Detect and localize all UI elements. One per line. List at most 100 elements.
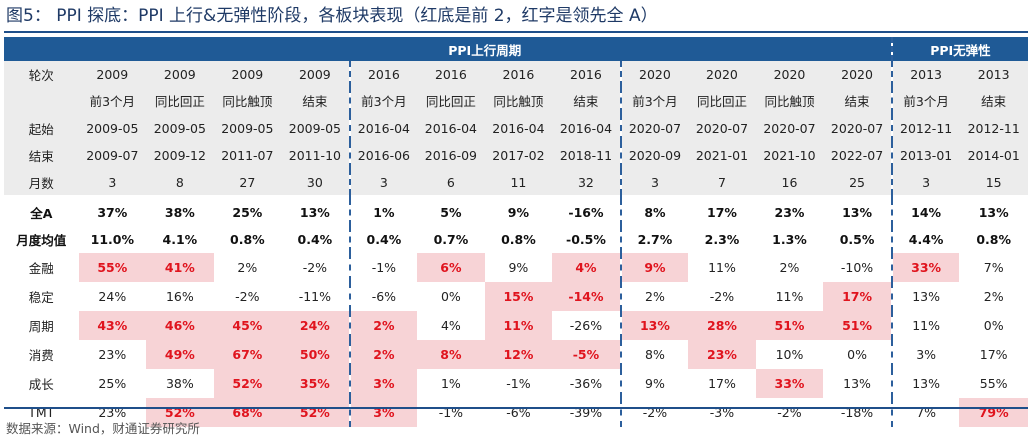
value-cell: 50%	[281, 340, 350, 369]
value-cell: 13%	[281, 199, 350, 226]
year-cell: 2009	[78, 61, 147, 87]
value-cell: 2.3%	[688, 226, 756, 253]
value-cell: 25%	[213, 199, 282, 226]
value-cell: 5%	[417, 199, 485, 226]
value-cell: 8%	[619, 340, 689, 369]
start-date-row: 起始 2009-05 2009-05 2009-05 2009-05 2016-04 201…	[4, 114, 1028, 142]
value-cell: 9%	[484, 199, 553, 226]
year-cell: 2020	[755, 61, 824, 87]
value-cell: 23%	[755, 199, 824, 226]
value-cell: 4%	[417, 311, 485, 340]
data-row: 稳定 24% 16% -2% -11% -6% 0% 15% -14% 2% -2% 11% 17% 13…	[4, 282, 1028, 311]
value-cell: -26%	[552, 311, 621, 340]
value-cell: 9%	[619, 369, 689, 398]
value-cell: 3%	[348, 398, 418, 427]
value-cell: 2%	[755, 253, 824, 282]
data-row: 成长 25% 38% 52% 35% 3% 1% -1% -36% 9% 17% 33% 13% 13% 5…	[4, 369, 1028, 398]
months-cell: 15	[959, 169, 1028, 195]
value-cell: 13%	[619, 311, 689, 340]
value-cell: 13%	[959, 199, 1028, 226]
value-cell: -16%	[552, 199, 621, 226]
value-cell: -6%	[348, 282, 418, 311]
header-ppi-no-elasticity: PPI无弹性	[890, 37, 1028, 61]
spacer-cell	[823, 195, 892, 199]
value-cell: -39%	[552, 398, 621, 427]
value-cell: 52%	[213, 369, 282, 398]
start-date-cell: 2020-07	[823, 114, 892, 142]
performance-table: PPI上行周期 PPI无弹性 轮次 2009 2009 2009 2009 2016 201…	[4, 37, 1028, 427]
value-cell: 46%	[146, 311, 214, 340]
value-cell: -3%	[688, 398, 756, 427]
value-cell: -10%	[823, 253, 892, 282]
value-cell: 2%	[213, 253, 282, 282]
value-cell: 24%	[78, 282, 147, 311]
value-cell: 24%	[281, 311, 350, 340]
value-cell: 2%	[348, 311, 418, 340]
value-cell: 23%	[688, 340, 756, 369]
year-cell: 2013	[890, 61, 960, 87]
year-cell: 2016	[552, 61, 621, 87]
value-cell: 7%	[959, 253, 1028, 282]
months-cell: 3	[348, 169, 418, 195]
start-date-cell: 2009-05	[281, 114, 350, 142]
spacer-cell	[213, 195, 282, 199]
value-cell: 0.8%	[484, 226, 553, 253]
phase-cell: 同比回正	[688, 87, 756, 114]
value-cell: 79%	[959, 398, 1028, 427]
value-cell: 51%	[755, 311, 824, 340]
start-date-cell: 2016-04	[484, 114, 553, 142]
value-cell: 45%	[213, 311, 282, 340]
top-rule	[4, 31, 1028, 33]
row-label: 稳定	[4, 282, 79, 311]
end-date-cell: 2014-01	[959, 142, 1028, 169]
year-cell: 2009	[281, 61, 350, 87]
phase-cell: 同比触顶	[484, 87, 553, 114]
months-cell: 27	[213, 169, 282, 195]
value-cell: 33%	[755, 369, 824, 398]
start-date-cell: 2020-07	[688, 114, 756, 142]
value-cell: 2%	[619, 282, 689, 311]
value-cell: 68%	[213, 398, 282, 427]
spacer-cell	[78, 195, 147, 199]
row-label: TMT	[4, 398, 79, 427]
phase-cell: 前3个月	[78, 87, 147, 114]
value-cell: 16%	[146, 282, 214, 311]
phase-row: 前3个月 同比回正 同比触顶 结束 前3个月 同比回正 同比触顶 结束 前3个月 同比回正 同比触顶…	[4, 87, 1028, 114]
spacer-cell	[146, 195, 214, 199]
months-cell: 3	[78, 169, 147, 195]
start-date-cell: 2020-07	[619, 114, 689, 142]
value-cell: 0.5%	[823, 226, 892, 253]
phase-cell: 同比回正	[417, 87, 485, 114]
end-date-cell: 2016-09	[417, 142, 485, 169]
spacer-cell	[281, 195, 350, 199]
value-cell: 33%	[890, 253, 960, 282]
header-row: PPI上行周期 PPI无弹性	[4, 37, 1028, 61]
data-row: 消费 23% 49% 67% 50% 2% 8% 12% -5% 8% 23% 10% 0% 3% 17%	[4, 340, 1028, 369]
start-date-cell: 2009-05	[146, 114, 214, 142]
value-cell: 14%	[890, 199, 960, 226]
figure-title: 图5： PPI 探底：PPI 上行&无弹性阶段，各板块表现（红底是前 2，红字是…	[6, 6, 658, 26]
year-cell: 2016	[484, 61, 553, 87]
value-cell: 0.8%	[213, 226, 282, 253]
value-cell: 3%	[348, 369, 418, 398]
start-date-label: 起始	[4, 114, 79, 142]
end-date-row: 结束 2009-07 2009-12 2011-07 2011-10 2016-06 201…	[4, 142, 1028, 169]
data-row: 月度均值 11.0% 4.1% 0.8% 0.4% 0.4% 0.7% 0.8% -0.5% 2.…	[4, 226, 1028, 253]
end-date-cell: 2011-10	[281, 142, 350, 169]
value-cell: 7%	[890, 398, 960, 427]
value-cell: 0.4%	[348, 226, 418, 253]
year-cell: 2020	[619, 61, 689, 87]
months-row: 月数 3 8 27 30 3 6 11 32 3 7 16 25 3 15	[4, 169, 1028, 195]
value-cell: 38%	[146, 369, 214, 398]
header-ppi-up-cycle: PPI上行周期	[78, 37, 892, 61]
start-date-cell: 2012-11	[959, 114, 1028, 142]
value-cell: 15%	[484, 282, 553, 311]
data-row: 全A 37% 38% 25% 13% 1% 5% 9% -16% 8% 17% 23% 13% 14% 13…	[4, 199, 1028, 226]
phase-cell: 同比触顶	[213, 87, 282, 114]
row-label: 金融	[4, 253, 79, 282]
value-cell: 41%	[146, 253, 214, 282]
value-cell: 49%	[146, 340, 214, 369]
phase-cell: 结束	[959, 87, 1028, 114]
value-cell: -0.5%	[552, 226, 621, 253]
year-cell: 2009	[146, 61, 214, 87]
